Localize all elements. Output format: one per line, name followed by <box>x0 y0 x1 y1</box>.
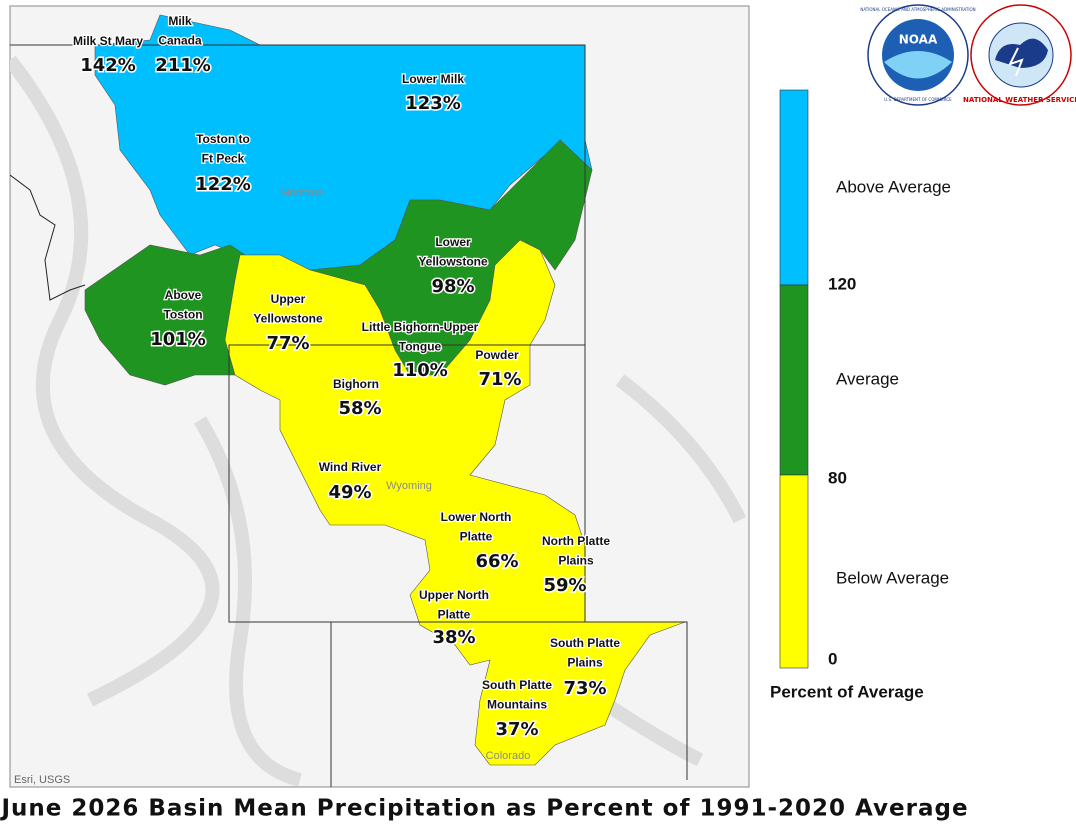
basin-value: 77% <box>266 333 309 354</box>
basin-region <box>224 239 686 766</box>
legend-label: Above Average <box>836 177 951 196</box>
basin-name: Above <box>165 288 202 302</box>
basin-name: Platte <box>460 530 493 544</box>
legend-break: 120 <box>828 274 856 293</box>
legend: Above Average Average Below Average 120 … <box>770 89 951 701</box>
logo-text: NATIONAL WEATHER SERVICE <box>963 96 1076 104</box>
basin-name: Lower Milk <box>402 72 464 86</box>
basin-value: 49% <box>328 482 371 503</box>
basin-value: 37% <box>495 719 538 740</box>
basin-value: 122% <box>195 174 251 195</box>
basin-value: 110% <box>392 360 448 381</box>
basin-name: Yellowstone <box>253 312 323 326</box>
basin-name: South Platte <box>550 636 620 650</box>
state-label: Colorado <box>486 750 531 762</box>
basin-value: 73% <box>563 678 606 699</box>
map-title: June 2026 Basin Mean Precipitation as Pe… <box>0 796 969 822</box>
basin-name: South Platte <box>482 678 552 692</box>
basin-name: Upper North <box>419 588 489 602</box>
basin-name: Plains <box>558 554 594 568</box>
basin-value: 142% <box>80 55 136 76</box>
logo-text: NATIONAL OCEANIC AND ATMOSPHERIC ADMINIS… <box>860 7 975 12</box>
legend-swatch <box>779 284 809 476</box>
basin-name: Mountains <box>487 698 547 712</box>
legend-swatch <box>779 89 809 286</box>
basin-value: 66% <box>475 551 518 572</box>
basin-value: 71% <box>478 369 521 390</box>
state-label: Montana <box>281 187 325 199</box>
basin-name: Ft Peck <box>202 152 245 166</box>
basin-name: Lower <box>435 235 471 249</box>
basin-name: Platte <box>438 608 471 622</box>
basin-name: Little Bighorn-Upper <box>362 320 479 334</box>
legend-title: Percent of Average <box>770 682 924 701</box>
logo-text: NOAA <box>899 33 938 47</box>
basin-name: Toston to <box>196 132 250 146</box>
basin-name: Toston <box>163 308 202 322</box>
basin-value: 38% <box>432 627 475 648</box>
basin-value: 211% <box>155 55 211 76</box>
basin-name: Upper <box>271 292 306 306</box>
border-line <box>10 174 86 301</box>
basin-name: Milk St Mary <box>73 34 143 48</box>
basin-name: Plains <box>567 656 603 670</box>
legend-swatch <box>779 474 809 669</box>
state-label: Wyoming <box>386 480 432 492</box>
basin-name: Wind River <box>319 460 382 474</box>
legend-label: Below Average <box>836 568 949 587</box>
map-layer <box>10 14 747 787</box>
basin-labels: Milk St Mary 142% Milk Canada 211% Lower Milk… <box>72 13 622 742</box>
basin-name: Milk <box>168 14 192 28</box>
logo-text: U.S. DEPARTMENT OF COMMERCE <box>884 97 952 102</box>
basin-name: Bighorn <box>333 377 379 391</box>
noaa-logo: NOAA NATIONAL OCEANIC AND ATMOSPHERIC AD… <box>860 4 976 106</box>
basin-value: 123% <box>405 93 461 114</box>
basin-name: Powder <box>475 348 519 362</box>
legend-break: 80 <box>828 468 847 487</box>
basin-value: 59% <box>543 575 586 596</box>
basin-name: Canada <box>158 34 202 48</box>
basin-name: North Platte <box>542 534 610 548</box>
basin-name: Tongue <box>399 340 442 354</box>
basin-name: Lower North <box>441 510 512 524</box>
legend-label: Average <box>836 369 899 388</box>
basin-name: Yellowstone <box>418 255 488 269</box>
attribution: Esri, USGS <box>14 774 70 786</box>
legend-break: 0 <box>828 649 837 668</box>
basin-value: 101% <box>150 329 206 350</box>
terrain-shade <box>10 55 747 787</box>
nws-logo: NATIONAL WEATHER SERVICE <box>963 4 1076 106</box>
state-boundary <box>10 44 688 787</box>
basin-value: 58% <box>338 398 381 419</box>
basin-value: 98% <box>431 276 474 297</box>
